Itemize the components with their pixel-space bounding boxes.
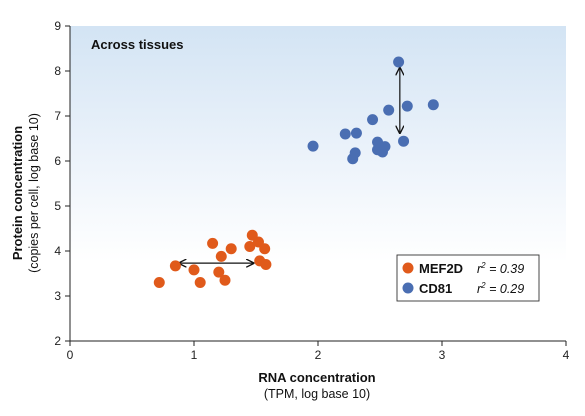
cd81-point [350,127,362,139]
cd81-point [379,141,391,153]
legend-label-cd81: CD81 [419,281,452,296]
mef2d-point [225,243,237,255]
cd81-point [307,140,319,152]
legend-r2-value-mef2d: = 0.39 [486,262,525,276]
cd81-point [401,100,413,112]
legend-marker-cd81 [402,282,414,294]
mef2d-point [213,266,225,278]
legend-r2-sup-cd81: 2 [480,281,486,290]
legend-label-mef2d: MEF2D [419,261,463,276]
y-tick-label: 5 [54,199,61,213]
y-tick-label: 7 [54,109,61,123]
y-tick-label: 9 [54,19,61,33]
annotations [179,68,400,263]
cd81-point [427,99,439,111]
mef2d-point [215,250,227,262]
panel-title: Across tissues [91,37,184,52]
x-tick-label: 1 [191,348,198,362]
legend-r2-value-cd81: = 0.29 [486,282,525,296]
legend: MEF2D r2 = 0.39 CD81 r2 = 0.29 [396,254,540,302]
cd81-point [393,56,405,68]
cd81-point [339,128,351,140]
cd81-point [349,147,361,159]
mef2d-point [194,277,206,288]
legend-r2-sup-mef2d: 2 [480,261,486,270]
mef2d-point [259,243,271,255]
mef2d-point [260,259,272,270]
mef2d-point [153,277,165,288]
legend-r2-cd81: r2 = 0.29 [477,281,524,296]
y-tick-label: 2 [54,334,61,348]
legend-r2-mef2d: r2 = 0.39 [477,261,524,276]
mef2d-point [219,274,231,286]
legend-r2-symbol-mef2d: r [477,262,482,276]
x-tick-label: 0 [67,348,74,362]
x-tick-label: 4 [563,348,570,362]
x-tick-label: 3 [439,348,446,362]
cd81-point [367,114,379,126]
axes [69,26,566,342]
mef2d-point [169,260,181,272]
legend-marker-mef2d [402,262,414,274]
mef2d-point [244,241,256,252]
y-tick-label: 4 [54,244,61,258]
x-axis-title: RNA concentration [258,370,375,385]
cd81-point [398,135,410,147]
mef2d-point [207,237,219,249]
mef2d-point [188,264,200,276]
y-tick-label: 3 [54,289,61,303]
y-tick-label: 6 [54,154,61,168]
y-axis-subtitle: (copies per cell, log base 10) [27,113,41,273]
legend-r2-symbol-cd81: r [477,282,482,296]
data-points [153,56,439,288]
cd81-point [383,104,395,116]
legend-box [396,254,540,302]
x-tick-label: 2 [315,348,322,362]
axis-ticks: 0 1 2 3 4 2 3 4 5 6 7 8 9 [54,19,569,362]
y-axis-title: Protein concentration [10,126,25,260]
y-tick-label: 8 [54,64,61,78]
x-axis-subtitle: (TPM, log base 10) [264,387,370,401]
